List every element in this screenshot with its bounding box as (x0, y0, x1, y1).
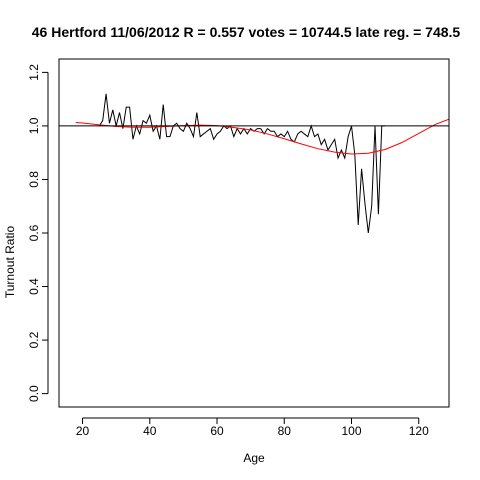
y-tick-label: 0.2 (27, 331, 41, 348)
x-tick-label: 100 (341, 424, 361, 438)
y-axis-label: Turnout Ratio (3, 226, 17, 299)
y-tick-label: 1.0 (27, 117, 41, 134)
plot-border (58, 58, 450, 408)
plot-area (58, 58, 450, 408)
y-tick-label: 1.2 (27, 64, 41, 81)
series-layer (75, 93, 449, 234)
series-line-2 (75, 118, 449, 155)
x-tick-label: 40 (143, 424, 157, 438)
y-tick-label: 0.4 (27, 278, 41, 295)
chart-title: 46 Hertford 11/06/2012 R = 0.557 votes =… (32, 24, 461, 40)
y-axis: 0.0 0.2 0.4 0.6 0.8 1.0 1.2 (27, 64, 49, 402)
x-tick-label: 20 (76, 424, 90, 438)
x-tick-label: 120 (409, 424, 429, 438)
x-tick-label: 60 (210, 424, 224, 438)
y-tick-label: 0.0 (27, 385, 41, 402)
x-axis-label: Age (243, 451, 265, 465)
x-tick-label: 80 (278, 424, 292, 438)
series-line-1 (98, 93, 386, 234)
y-tick-label: 0.8 (27, 171, 41, 188)
x-axis: 20 40 60 80 100 120 (76, 417, 429, 438)
y-tick-label: 0.6 (27, 224, 41, 241)
